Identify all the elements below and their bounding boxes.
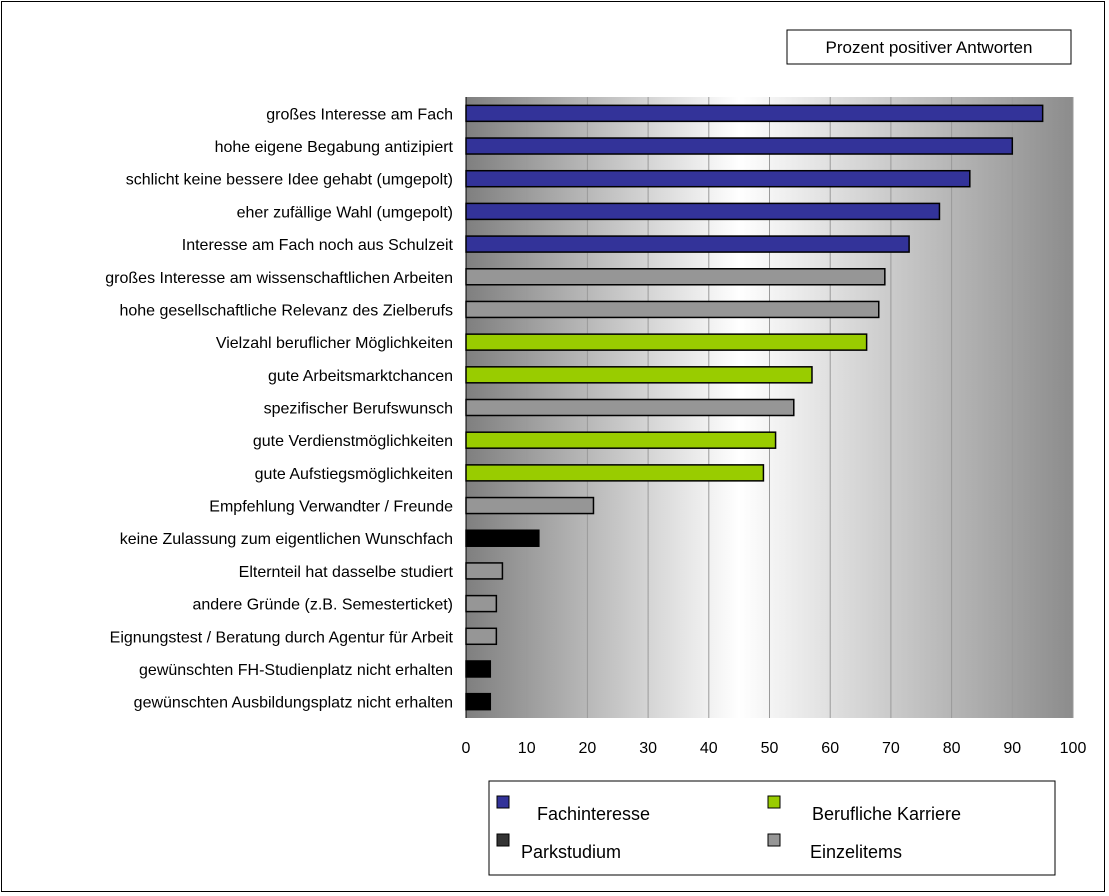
legend-swatch bbox=[767, 795, 781, 809]
bar bbox=[465, 169, 971, 188]
category-labels: großes Interesse am Fach hohe eigene Bega… bbox=[105, 106, 453, 711]
x-tick-label: 0 bbox=[462, 740, 471, 757]
category-label: gewünschten FH-Studienplatz nicht erhalt… bbox=[139, 662, 453, 679]
bar bbox=[465, 496, 595, 515]
legend-swatch bbox=[496, 795, 510, 809]
chart-title: Prozent positiver Antworten bbox=[826, 38, 1033, 57]
bar bbox=[465, 333, 868, 351]
category-label: großes Interesse am wissenschaftlichen A… bbox=[105, 270, 453, 287]
bars bbox=[465, 104, 1044, 711]
bar bbox=[465, 464, 765, 482]
category-label: gute Arbeitsmarktchancen bbox=[268, 368, 453, 385]
bar bbox=[465, 562, 504, 580]
category-label: Interesse am Fach noch aus Schulzeit bbox=[182, 237, 454, 254]
gridlines bbox=[465, 97, 1074, 718]
x-tick-label: 40 bbox=[700, 740, 718, 757]
category-label: Elternteil hat dasselbe studiert bbox=[239, 564, 454, 581]
x-tick-label: 80 bbox=[943, 740, 961, 757]
bar bbox=[465, 137, 1014, 155]
x-axis-ticks: 0 10 20 30 40 50 60 70 80 90 100 bbox=[462, 740, 1087, 757]
chart-title-box: Prozent positiver Antworten bbox=[786, 29, 1072, 65]
category-label: andere Gründe (z.B. Semesterticket) bbox=[192, 597, 453, 614]
legend-label: Einzelitems bbox=[810, 842, 902, 862]
x-tick-label: 30 bbox=[639, 740, 657, 757]
category-label: gute Verdienstmöglichkeiten bbox=[253, 433, 453, 450]
bar bbox=[465, 529, 540, 547]
bar bbox=[465, 300, 880, 319]
x-tick-label: 100 bbox=[1060, 740, 1087, 757]
legend-swatch bbox=[767, 833, 781, 847]
x-tick-label: 20 bbox=[579, 740, 597, 757]
bar bbox=[465, 398, 795, 417]
category-label: gute Aufstiegsmöglichkeiten bbox=[255, 466, 453, 483]
legend-label: Parkstudium bbox=[521, 842, 621, 862]
legend-label: Fachinteresse bbox=[537, 804, 650, 824]
category-label: spezifischer Berufswunsch bbox=[264, 401, 453, 418]
x-tick-label: 70 bbox=[882, 740, 900, 757]
bar bbox=[465, 235, 910, 253]
bar bbox=[465, 627, 498, 646]
bar bbox=[465, 692, 492, 711]
category-label: schlicht keine bessere Idee gehabt (umge… bbox=[126, 172, 453, 189]
category-label: großes Interesse am Fach bbox=[266, 106, 453, 123]
category-label: Eignungstest / Beratung durch Agentur fü… bbox=[110, 629, 454, 646]
bar bbox=[465, 268, 886, 286]
bar bbox=[465, 202, 941, 221]
legend: Fachinteresse Berufliche Karriere Parkstud… bbox=[488, 780, 1056, 876]
category-label: gewünschten Ausbildungsplatz nicht erhal… bbox=[134, 695, 453, 712]
category-label: eher zufällige Wahl (umgepolt) bbox=[237, 204, 453, 221]
category-label: hohe gesellschaftliche Relevanz des Ziel… bbox=[119, 302, 453, 319]
bar bbox=[465, 104, 1044, 123]
category-label: keine Zulassung zum eigentlichen Wunschf… bbox=[120, 531, 453, 548]
category-label: Vielzahl beruflicher Möglichkeiten bbox=[216, 335, 453, 352]
x-tick-label: 50 bbox=[761, 740, 779, 757]
legend-label: Berufliche Karriere bbox=[812, 804, 961, 824]
bar bbox=[465, 594, 498, 613]
legend-swatch bbox=[496, 833, 510, 847]
bar bbox=[465, 431, 777, 449]
bar bbox=[465, 660, 492, 678]
category-label: hohe eigene Begabung antizipiert bbox=[215, 139, 454, 156]
bar bbox=[465, 366, 813, 384]
x-tick-label: 90 bbox=[1003, 740, 1021, 757]
category-label: Empfehlung Verwandter / Freunde bbox=[209, 499, 453, 516]
x-tick-label: 60 bbox=[821, 740, 839, 757]
x-tick-label: 10 bbox=[518, 740, 536, 757]
